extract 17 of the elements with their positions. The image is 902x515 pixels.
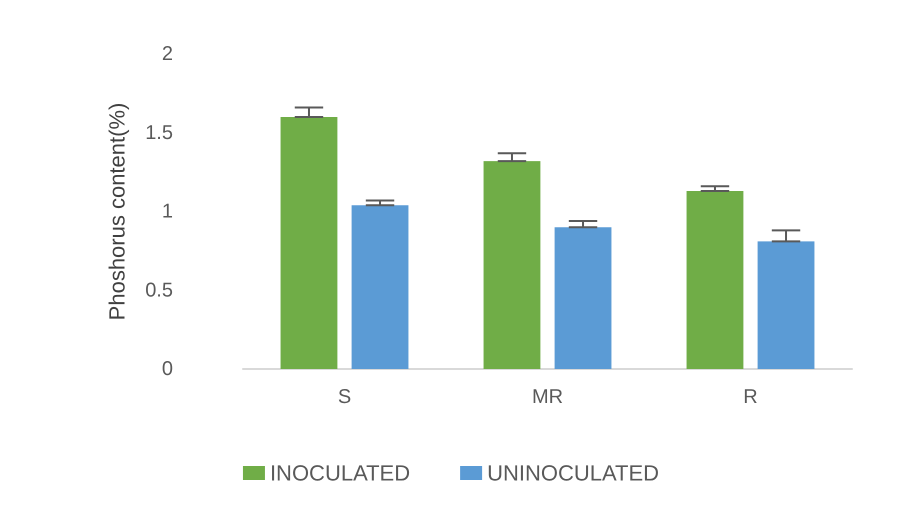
legend-label: INOCULATED (270, 460, 410, 486)
x-tick-label: MR (532, 386, 564, 408)
bar (686, 191, 744, 369)
y-tick-label: 2 (162, 43, 173, 65)
y-tick-label: 1 (162, 200, 173, 222)
y-axis-title: Phoshorus content(%) (104, 102, 130, 320)
y-tick-label: 0.5 (145, 279, 173, 302)
y-tick-label: 0 (162, 358, 173, 380)
legend-label: UNINOCULATED (487, 460, 660, 486)
bar (758, 241, 814, 369)
bar (352, 205, 408, 369)
x-tick-label: S (338, 386, 352, 408)
bar (484, 161, 540, 369)
bar (280, 117, 338, 369)
y-tick-label: 1.5 (145, 122, 173, 144)
bar (554, 227, 612, 369)
x-tick-label: R (743, 386, 758, 408)
